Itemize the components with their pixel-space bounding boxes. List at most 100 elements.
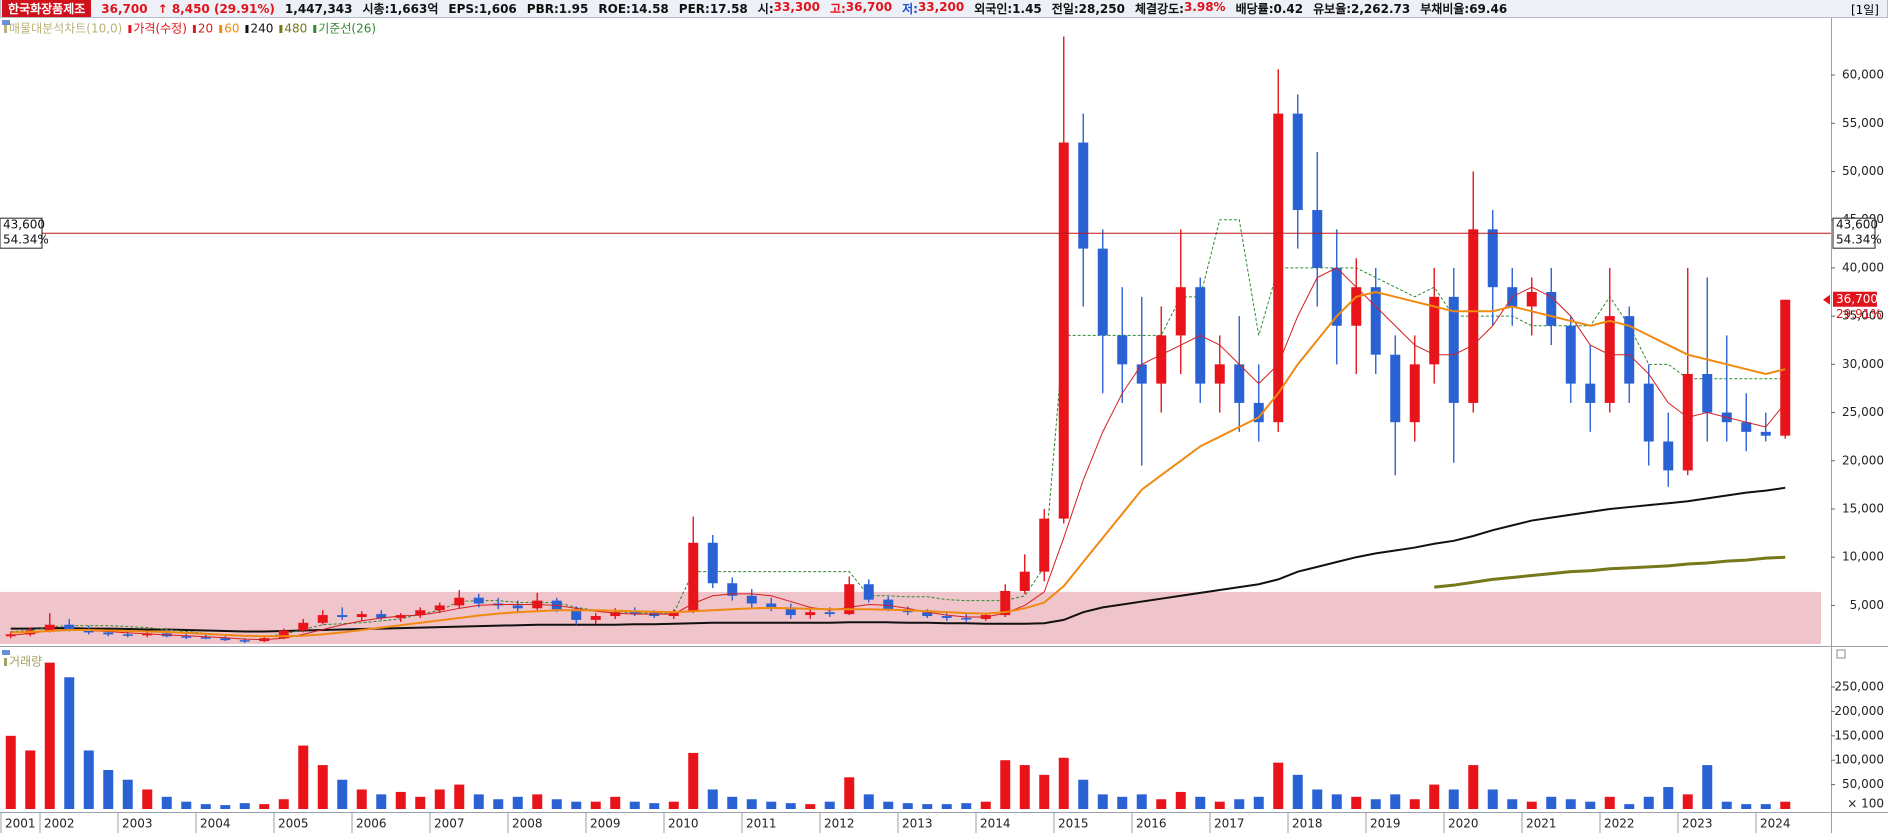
candle-body xyxy=(454,597,465,606)
volume-bar xyxy=(1585,801,1596,809)
candle-body xyxy=(122,634,133,636)
candle-body xyxy=(44,624,55,631)
header-item: EPS:1,606 xyxy=(448,1,517,16)
x-tick-label: 2005 xyxy=(278,817,309,831)
volume-bar xyxy=(727,796,738,809)
volume-bar xyxy=(25,750,36,809)
panel-marker xyxy=(2,650,10,655)
header-group: 1,447,343 xyxy=(285,2,353,16)
header-group: 부채비율:69.46 xyxy=(1420,0,1507,17)
volume-bar xyxy=(1253,796,1264,809)
candle-body xyxy=(473,597,484,604)
volume-bar xyxy=(103,769,114,809)
volume-bar xyxy=(1000,760,1011,809)
ma-line xyxy=(10,290,1786,638)
candle-body xyxy=(434,605,445,611)
header-group: PBR:1.95 xyxy=(527,2,589,16)
header-item: 배당률:0.42 xyxy=(1235,2,1304,16)
x-tick-label: 2006 xyxy=(356,817,387,831)
volume-bar xyxy=(668,801,679,809)
header-group: 유보율:2,262.73 xyxy=(1313,0,1410,17)
volume-bar xyxy=(1526,801,1537,809)
header-item: 체결강도: xyxy=(1134,2,1184,16)
volume-bar xyxy=(1429,784,1440,809)
candle-body xyxy=(961,617,972,620)
candle-body xyxy=(1526,292,1537,307)
price-line-label: 43,600 xyxy=(3,218,45,232)
volume-bar xyxy=(551,799,562,809)
y-tick-label: 60,000 xyxy=(1842,68,1884,82)
x-tick-label: 2001 xyxy=(5,817,36,831)
legend-label: 480 xyxy=(284,22,307,36)
x-tick-label: 2016 xyxy=(1136,817,1167,831)
volume-bar xyxy=(493,799,504,809)
candle-body xyxy=(1078,142,1089,249)
candle-body xyxy=(1604,316,1615,403)
candle-body xyxy=(805,612,816,616)
header-item: 시: xyxy=(757,2,774,16)
candle-body xyxy=(1000,590,1011,616)
candle-body xyxy=(824,612,835,615)
price-line-box xyxy=(0,217,43,249)
y-tick-label: 150,000 xyxy=(1834,728,1884,742)
candle-body xyxy=(239,640,250,642)
candle-body xyxy=(922,612,933,617)
header-item: 33,300 xyxy=(773,0,820,14)
candle-body xyxy=(415,610,426,616)
volume-bar xyxy=(1682,794,1693,809)
candle-body xyxy=(727,583,738,596)
candle-body xyxy=(1643,383,1654,442)
candle-body xyxy=(317,615,328,623)
header-group: 시총:1,663억 xyxy=(363,0,439,17)
x-tick-label: 2013 xyxy=(902,817,933,831)
candle-body xyxy=(590,616,601,620)
legend-label: 20 xyxy=(198,22,213,36)
x-tick-label: 2007 xyxy=(434,817,465,831)
volume-bar xyxy=(220,805,231,809)
x-tick-label: 2010 xyxy=(668,817,699,831)
y-tick-label: 20,000 xyxy=(1842,453,1884,467)
candle-body xyxy=(1097,248,1108,336)
last-price-box xyxy=(1833,291,1877,307)
candle-body xyxy=(5,634,16,637)
header-group: PER:17.58 xyxy=(679,2,748,16)
ma-line xyxy=(1434,555,1786,589)
x-tick-label: 2020 xyxy=(1448,817,1479,831)
volume-bar xyxy=(961,803,972,809)
volume-bar xyxy=(629,801,640,809)
x-tick-label: 2021 xyxy=(1526,817,1557,831)
volume-bar xyxy=(298,745,309,809)
legend-swatch xyxy=(313,25,317,33)
legend-label: 기준선(26) xyxy=(318,22,376,36)
panel-button[interactable] xyxy=(1836,649,1846,659)
candle-body xyxy=(707,542,718,584)
header-item: 36,700 xyxy=(845,0,893,14)
volume-bar xyxy=(1331,794,1342,809)
volume-unit: × 100 xyxy=(1847,797,1884,811)
candle-body xyxy=(103,632,114,635)
volume-bar xyxy=(181,801,192,809)
candle-body xyxy=(1546,292,1557,326)
volume-bar xyxy=(1448,789,1459,809)
candle-body xyxy=(1136,364,1147,384)
volume-bar xyxy=(1351,796,1362,809)
price-line-box xyxy=(1832,217,1876,249)
volume-bar xyxy=(844,777,855,809)
legend-label: 가격(수정) xyxy=(133,22,187,36)
volume-bar xyxy=(1741,804,1752,809)
volume-bar xyxy=(1468,765,1479,809)
x-tick-label: 2015 xyxy=(1058,817,1089,831)
volume-bar xyxy=(142,789,153,809)
header-bar: 한국화장품제조 36,700 ↑ 8,450 (29.91%) 1,447,343 시총… xyxy=(0,0,1888,18)
volume-bar xyxy=(1136,794,1147,809)
volume-bar xyxy=(1390,794,1401,809)
x-tick-label: 2024 xyxy=(1760,817,1791,831)
ma-line xyxy=(10,267,1786,641)
candle-body xyxy=(1682,373,1693,471)
volume-bar xyxy=(1097,794,1108,809)
candle-body xyxy=(1039,518,1050,572)
candle-body xyxy=(1058,142,1069,519)
header-group: 36,700 xyxy=(101,2,147,16)
candle-body xyxy=(571,609,582,620)
volume-bar xyxy=(473,794,484,809)
